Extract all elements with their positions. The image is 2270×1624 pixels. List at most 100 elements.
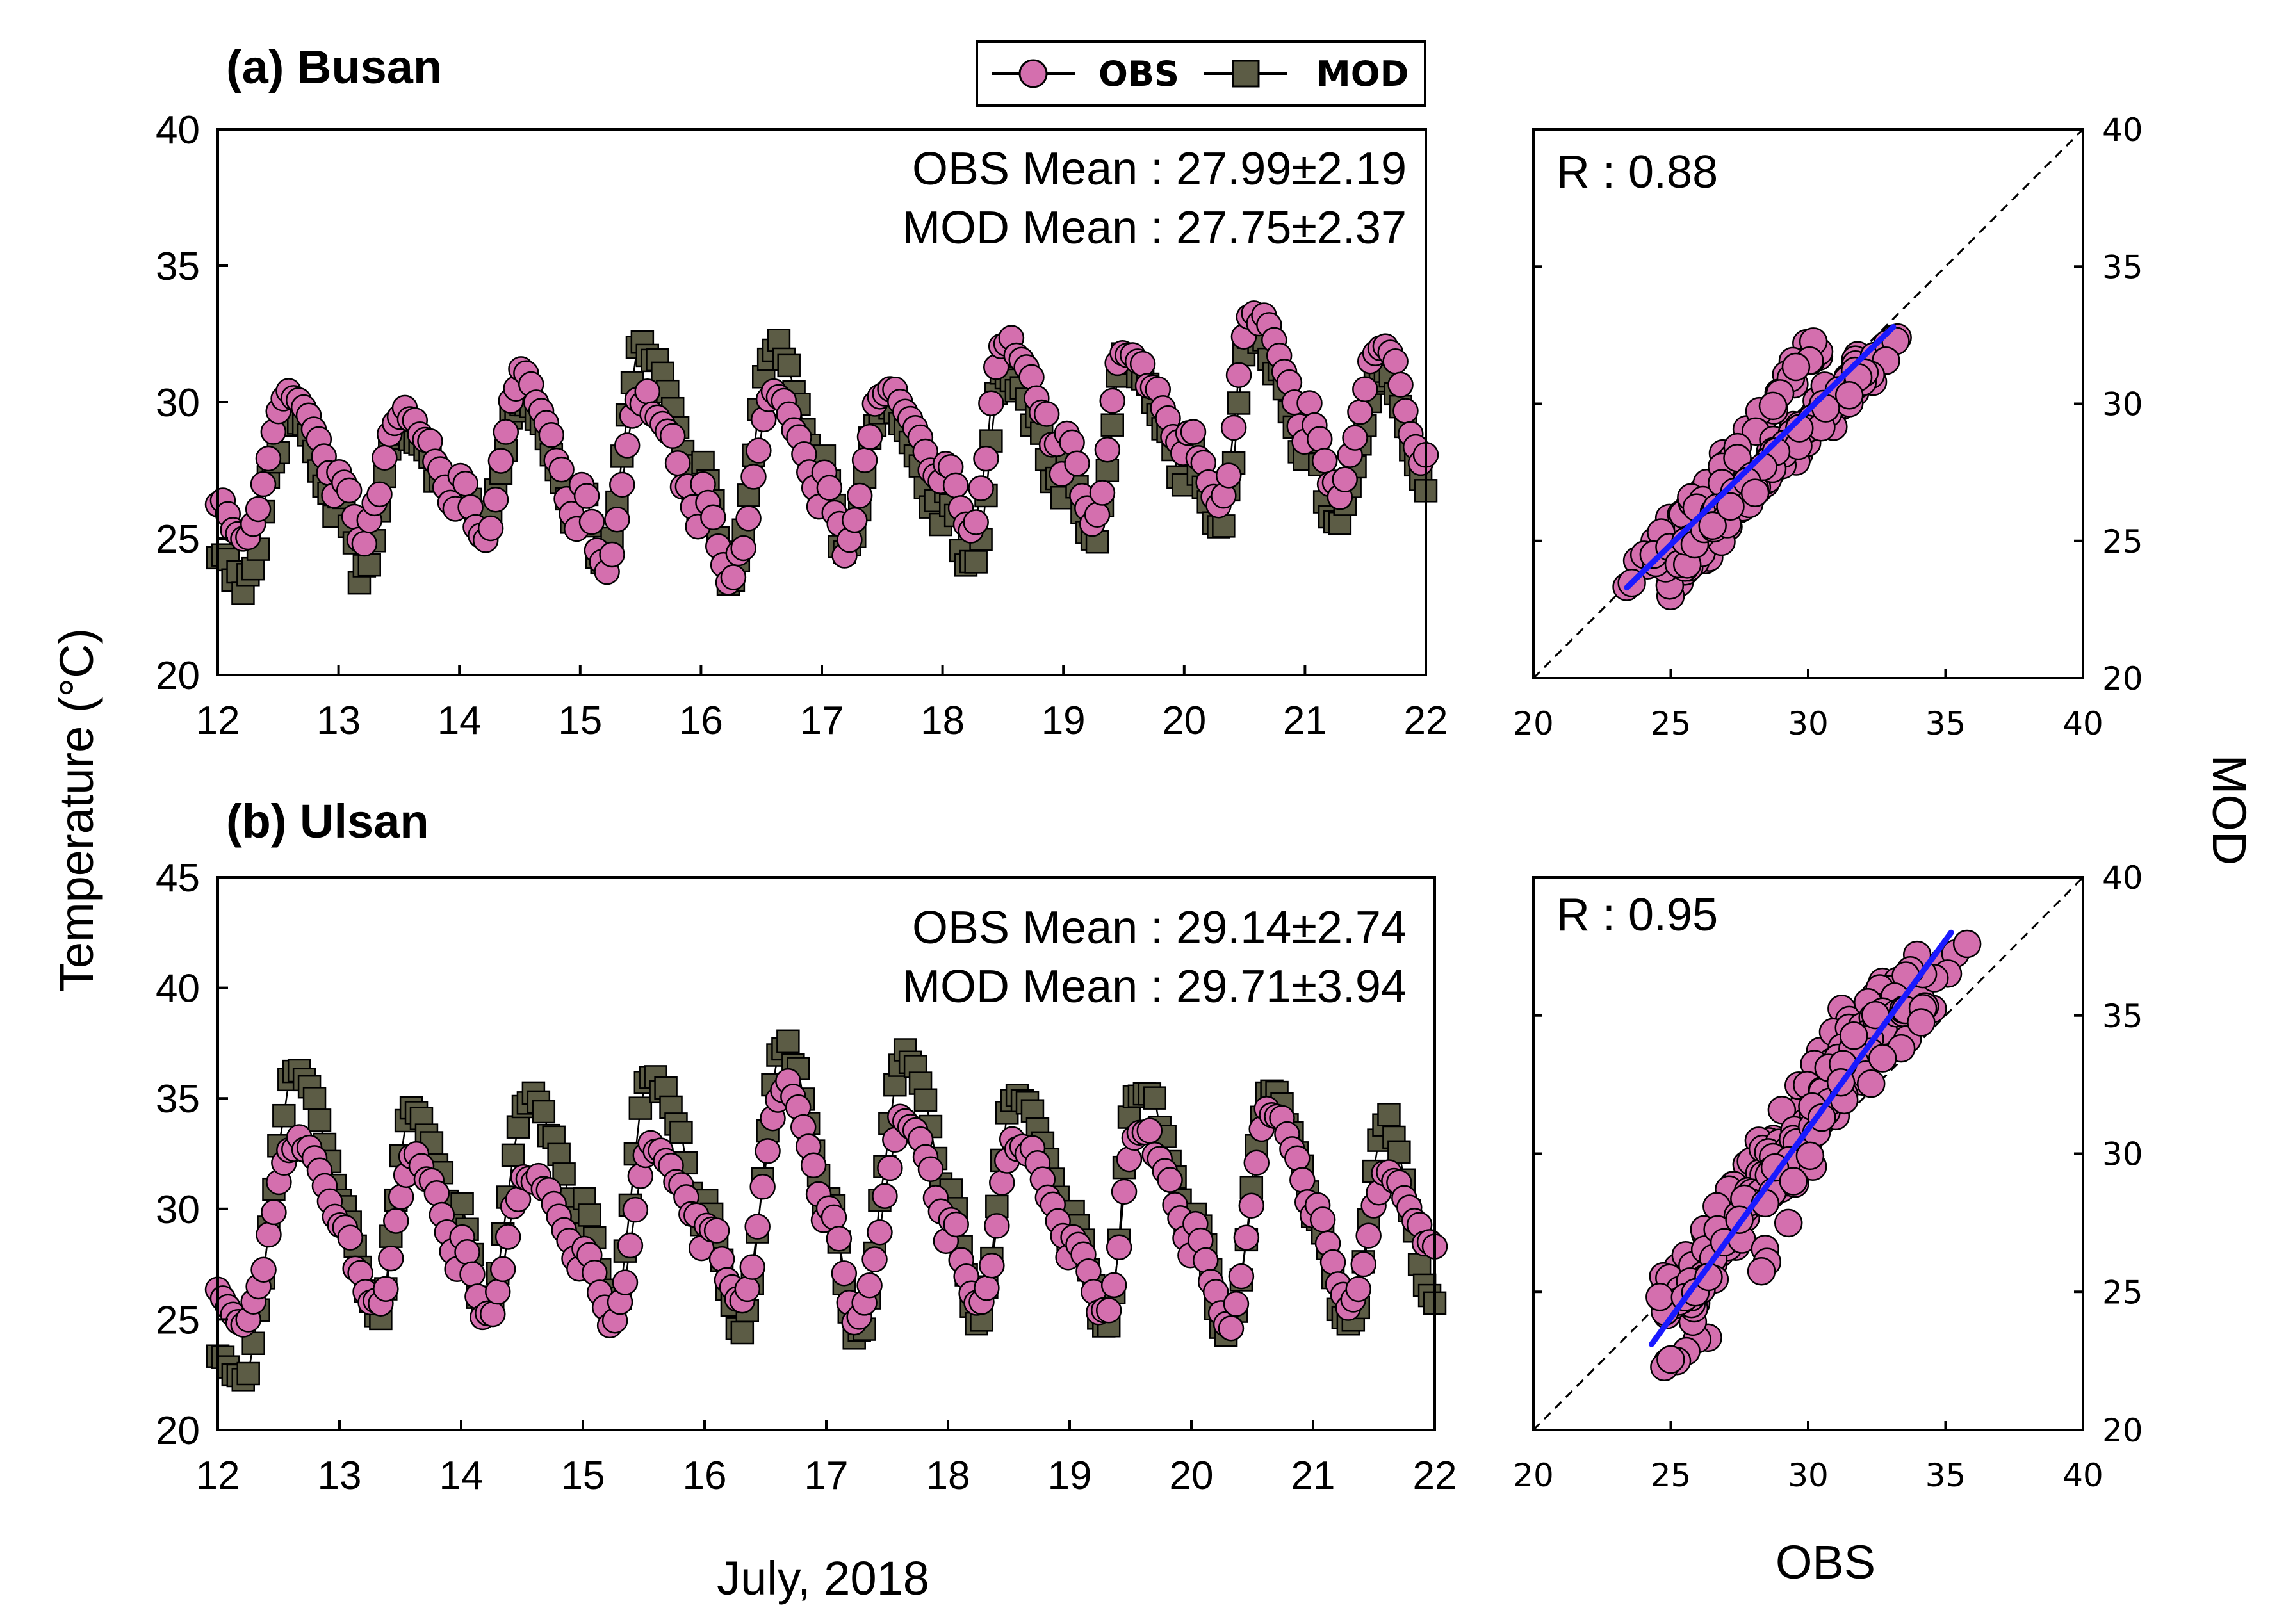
busan-obs-point: [740, 464, 767, 490]
ulsan-mod-point: [532, 1100, 556, 1124]
busan-obs-point: [1307, 426, 1333, 452]
ulsan-r-value: R : 0.95: [1556, 889, 1718, 941]
ulsan-obs-point: [1350, 1251, 1376, 1278]
ulsan-ytick-label: 25: [156, 1298, 200, 1342]
busan-ytick-label: 35: [156, 245, 200, 289]
ulsan-obs-point: [826, 1226, 853, 1252]
busan-obs-point: [1225, 362, 1252, 388]
busan-obs-point: [1064, 450, 1090, 477]
ulsan-xtick-label: 20: [1170, 1454, 1214, 1498]
busan-obs-point: [614, 432, 641, 459]
busan-xtick-label: 20: [1162, 699, 1206, 743]
ulsan-scatter-xtick-label: 25: [1651, 1457, 1692, 1494]
busan-scatter-xtick-label: 20: [1513, 705, 1554, 742]
ulsan-xtick-label: 16: [683, 1454, 727, 1498]
ulsan-obs-point: [734, 1276, 761, 1303]
ulsan-xtick-label: 14: [439, 1454, 484, 1498]
busan-mod-mean: MOD Mean : 27.75±2.37: [902, 202, 1407, 254]
ulsan-scatter-point: [1839, 1021, 1868, 1050]
ulsan-obs-point: [337, 1224, 363, 1251]
legend-obs-marker: [1018, 59, 1048, 88]
busan-obs-point: [1382, 348, 1409, 375]
busan-obs-point: [548, 456, 575, 483]
ulsan-mod-point: [501, 1143, 525, 1167]
busan-xtick-label: 21: [1283, 699, 1327, 743]
y-axis-label: Temperature (°C): [50, 628, 103, 992]
busan-mod-point: [964, 550, 988, 574]
ulsan-obs-point: [739, 1254, 765, 1280]
busan-scatter-point: [1740, 478, 1770, 507]
ulsan-obs-point: [831, 1260, 858, 1287]
busan-mod-point: [357, 553, 381, 577]
ulsan-mod-point: [302, 1087, 327, 1110]
ulsan-obs-point: [1193, 1247, 1219, 1274]
ulsan-obs-point: [489, 1256, 516, 1283]
busan-obs-point: [245, 496, 272, 523]
ulsan-obs-point: [612, 1269, 639, 1295]
busan-obs-point: [1094, 436, 1121, 463]
busan-obs-point: [1089, 480, 1116, 506]
busan-obs-point: [482, 486, 509, 513]
ulsan-mod-point: [883, 1073, 907, 1097]
ulsan-obs-points: [204, 1068, 1448, 1342]
ulsan-scatter-point: [1779, 1167, 1808, 1196]
busan-obs-point: [973, 445, 999, 472]
busan-scatter-point: [1781, 352, 1811, 382]
busan-obs-point: [1332, 466, 1358, 492]
ulsan-obs-point: [989, 1169, 1015, 1196]
busan-obs-point: [1352, 376, 1378, 402]
ulsan-ytick-label: 40: [156, 967, 200, 1011]
busan-r-value: R : 0.88: [1556, 147, 1718, 198]
x-axis-label: July, 2018: [717, 1552, 929, 1605]
busan-xtick-label: 19: [1041, 699, 1086, 743]
busan-scatter-point: [1834, 380, 1864, 410]
ulsan-obs-point: [1100, 1272, 1127, 1299]
ulsan-obs-point: [1238, 1192, 1265, 1219]
legend-mod-label: MOD: [1316, 54, 1409, 94]
busan-scatter-xtick-label: 30: [1788, 705, 1829, 742]
ulsan-obs-point: [872, 1183, 898, 1210]
ulsan-obs-point: [373, 1276, 399, 1302]
busan-scatter-xtick-label: 25: [1651, 705, 1692, 742]
busan-obs-point: [664, 450, 691, 476]
busan-obs-point: [452, 470, 478, 497]
busan-obs-point: [538, 422, 565, 448]
ulsan-obs-point: [1355, 1222, 1382, 1249]
busan-obs-point: [700, 504, 726, 531]
ulsan-mod-point: [628, 1096, 653, 1120]
busan-obs-point: [978, 390, 1004, 416]
ulsan-obs-point: [1284, 1145, 1311, 1172]
busan-timeseries-plot: 12 13 14 15 16 17 18 19 20 21 22 20 25 30 35 40: [156, 108, 1448, 743]
busan-mod-point: [777, 353, 801, 378]
busan-mod-point: [1328, 512, 1352, 535]
busan-obs-point: [1215, 462, 1242, 489]
busan-ytick-label: 25: [156, 517, 200, 562]
busan-obs-point: [1084, 501, 1111, 528]
busan-obs-point: [1296, 390, 1323, 416]
busan-obs-point: [255, 445, 282, 472]
ulsan-obs-point: [1095, 1297, 1122, 1324]
ulsan-obs-point: [1243, 1149, 1270, 1176]
ulsan-obs-point: [261, 1199, 287, 1226]
busan-scatter-ytick-label: 30: [2102, 386, 2143, 423]
busan-obs-point: [1311, 448, 1338, 474]
busan-obs-point: [573, 483, 600, 509]
ulsan-obs-point: [984, 1213, 1010, 1239]
ulsan-series: [204, 1029, 1448, 1392]
ulsan-obs-point: [821, 1204, 847, 1231]
busan-obs-point: [856, 423, 883, 450]
ulsan-obs-point: [1157, 1167, 1183, 1193]
busan-obs-point: [336, 477, 363, 504]
ulsan-obs-point: [917, 1156, 944, 1182]
ulsan-scatter-ytick-label: 35: [2102, 998, 2143, 1035]
ulsan-scatter-xtick-label: 40: [2062, 1457, 2103, 1494]
busan-obs-point: [746, 437, 772, 464]
ulsan-obs-point: [484, 1278, 511, 1305]
busan-scatter-ytick-label: 35: [2102, 248, 2143, 286]
ulsan-scatter-point: [1747, 1257, 1776, 1286]
ulsan-xtick-label: 13: [318, 1454, 362, 1498]
busan-xtick-label: 12: [196, 699, 240, 743]
ulsan-obs-point: [382, 1208, 409, 1234]
ulsan-ytick-label: 45: [156, 856, 200, 900]
busan-obs-point: [634, 378, 661, 405]
